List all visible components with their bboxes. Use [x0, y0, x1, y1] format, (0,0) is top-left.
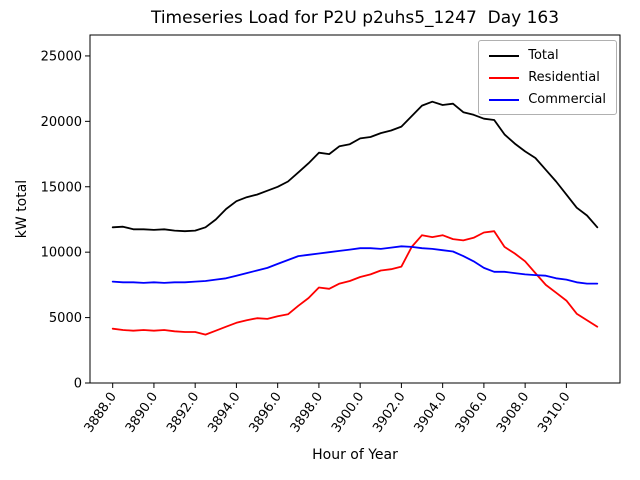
legend-entry-total: Total [489, 48, 606, 63]
legend-line-commercial-icon [489, 98, 520, 101]
x-tick-label: 3892.0 [164, 390, 202, 436]
plot-border [89, 34, 621, 384]
y-tick-label: 10000 [41, 246, 82, 261]
y-tick-label: 5000 [49, 311, 82, 326]
legend-line-residential-icon [489, 76, 520, 79]
x-tick-label: 3900.0 [329, 390, 367, 436]
y-tick-label: 25000 [41, 49, 82, 64]
y-tick-label: 20000 [41, 115, 82, 130]
series-line-residential [111, 230, 599, 336]
x-axis-label: Hour of Year [312, 447, 398, 463]
series-line-commercial [111, 245, 599, 285]
x-tick-label: 3888.0 [82, 390, 120, 436]
legend: Total Residential Commercial [478, 40, 617, 115]
legend-label-residential: Residential [528, 70, 600, 85]
x-tick-label: 3896.0 [247, 390, 285, 436]
chart-title: Timeseries Load for P2U p2uhs5_1247 Day … [150, 8, 560, 28]
series-line-total [111, 100, 599, 233]
legend-label-total: Total [528, 48, 559, 63]
x-tick-label: 3902.0 [370, 390, 408, 436]
x-tick-label: 3890.0 [123, 390, 161, 436]
x-tick-label: 3908.0 [494, 390, 532, 436]
x-tick-label: 3898.0 [288, 390, 326, 436]
legend-entry-residential: Residential [489, 70, 606, 85]
x-tick-label: 3906.0 [453, 390, 491, 436]
legend-line-total-icon [489, 54, 520, 57]
y-tick-label: 15000 [41, 180, 82, 195]
x-tick-label: 3894.0 [205, 390, 243, 436]
y-tick-label: 0 [74, 377, 82, 392]
x-tick-label: 3904.0 [412, 390, 450, 436]
x-tick-label: 3910.0 [535, 390, 573, 436]
legend-entry-commercial: Commercial [489, 92, 606, 107]
legend-label-commercial: Commercial [528, 92, 606, 107]
